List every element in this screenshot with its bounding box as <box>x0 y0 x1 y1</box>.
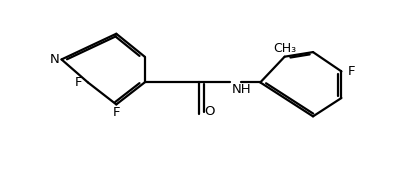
Text: N: N <box>50 53 59 66</box>
Text: F: F <box>74 76 82 89</box>
Text: NH: NH <box>232 83 252 96</box>
Text: F: F <box>348 65 355 78</box>
Text: F: F <box>113 106 120 119</box>
Text: O: O <box>204 105 215 118</box>
Text: CH₃: CH₃ <box>273 42 296 55</box>
